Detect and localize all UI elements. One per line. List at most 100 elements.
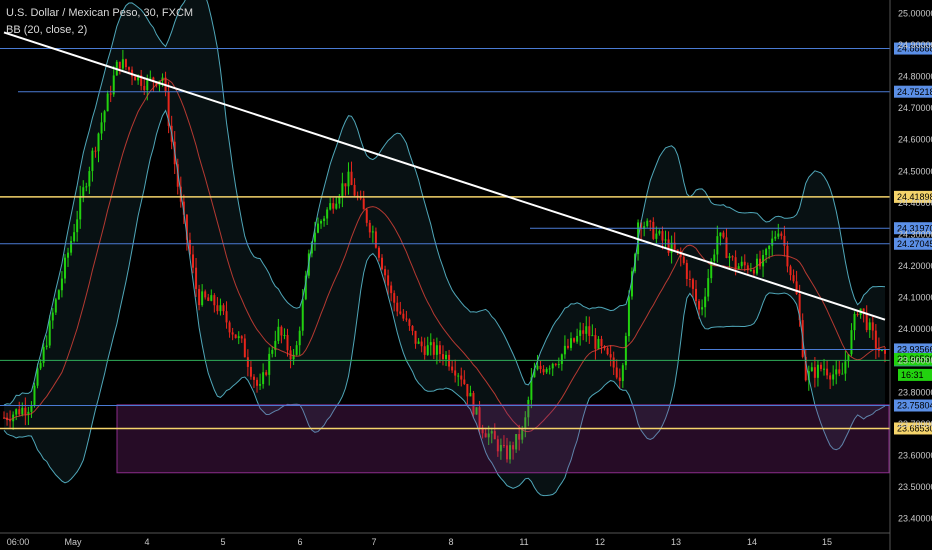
price-tag-label: 24.27045 bbox=[897, 239, 932, 249]
candle bbox=[33, 382, 36, 408]
candle bbox=[384, 265, 387, 285]
candle bbox=[777, 223, 780, 240]
time-tick: 12 bbox=[595, 537, 605, 547]
candle bbox=[853, 311, 856, 341]
candle bbox=[865, 305, 868, 333]
candle bbox=[658, 229, 661, 236]
candle bbox=[192, 245, 195, 274]
candle bbox=[45, 335, 48, 350]
candle bbox=[838, 360, 841, 377]
candle bbox=[18, 401, 21, 417]
candle bbox=[67, 247, 70, 267]
candle bbox=[731, 255, 734, 261]
candle bbox=[759, 250, 762, 270]
candle bbox=[627, 290, 630, 342]
candle bbox=[252, 374, 255, 388]
candle bbox=[585, 316, 588, 342]
price-tag bbox=[894, 85, 932, 98]
price-tag-label: 16:31 bbox=[901, 370, 924, 380]
price-tag bbox=[898, 368, 932, 381]
price-tick: 23.90000 bbox=[898, 356, 932, 366]
candle bbox=[204, 289, 207, 300]
candle bbox=[362, 190, 365, 210]
candle bbox=[335, 196, 338, 210]
candle bbox=[469, 385, 472, 397]
price-tick: 24.90000 bbox=[898, 40, 932, 50]
candle bbox=[621, 362, 624, 388]
candle bbox=[347, 162, 350, 195]
time-tick: May bbox=[64, 537, 82, 547]
candle bbox=[484, 427, 487, 438]
candle bbox=[566, 338, 569, 350]
bollinger-upper bbox=[3, 0, 886, 406]
candle bbox=[816, 360, 819, 387]
candle bbox=[871, 316, 874, 340]
candle bbox=[27, 406, 30, 425]
candle bbox=[24, 397, 27, 426]
candle bbox=[746, 262, 749, 275]
candle bbox=[573, 337, 576, 344]
candle bbox=[783, 225, 786, 257]
candle bbox=[655, 226, 658, 244]
bollinger-fill bbox=[4, 0, 885, 496]
candle bbox=[256, 377, 259, 393]
candle bbox=[597, 336, 600, 350]
candle bbox=[30, 401, 33, 418]
price-tag-label: 23.75804 bbox=[897, 401, 932, 411]
price-tick: 24.60000 bbox=[898, 135, 932, 145]
candle bbox=[100, 112, 103, 141]
candle bbox=[649, 219, 652, 232]
candle bbox=[768, 245, 771, 259]
candle bbox=[216, 297, 219, 315]
candle bbox=[344, 183, 347, 196]
candle bbox=[402, 309, 405, 322]
price-tag bbox=[894, 343, 932, 356]
indicator-label[interactable]: BB (20, close, 2) bbox=[6, 24, 88, 36]
candle bbox=[399, 301, 402, 315]
candle bbox=[685, 259, 688, 287]
candle bbox=[390, 281, 393, 302]
candle bbox=[259, 373, 262, 390]
candle bbox=[42, 343, 45, 367]
candle bbox=[441, 345, 444, 366]
candle bbox=[682, 253, 685, 265]
candle bbox=[417, 338, 420, 345]
candle bbox=[246, 349, 249, 377]
candle bbox=[868, 318, 871, 338]
candle bbox=[847, 354, 850, 368]
candle bbox=[414, 330, 417, 349]
candle bbox=[76, 210, 79, 242]
candle bbox=[341, 172, 344, 208]
candle bbox=[103, 109, 106, 132]
candle bbox=[207, 293, 210, 302]
price-tag-label: 24.31970 bbox=[897, 223, 932, 233]
price-tag-label: 23.68530 bbox=[897, 424, 932, 434]
price-tick: 24.20000 bbox=[898, 261, 932, 271]
candle bbox=[475, 407, 478, 415]
candle bbox=[819, 362, 822, 372]
candle bbox=[374, 227, 377, 249]
price-tick: 23.70000 bbox=[898, 419, 932, 429]
candle bbox=[70, 236, 73, 256]
candle bbox=[240, 335, 243, 343]
candle bbox=[121, 49, 124, 71]
candle bbox=[707, 269, 710, 302]
candle bbox=[381, 254, 384, 271]
candle bbox=[856, 311, 859, 317]
candle bbox=[106, 90, 109, 112]
candle bbox=[295, 340, 298, 356]
time-tick: 14 bbox=[747, 537, 757, 547]
candle bbox=[438, 341, 441, 363]
candle bbox=[329, 197, 332, 211]
candle bbox=[408, 318, 411, 331]
candle bbox=[722, 230, 725, 239]
candle bbox=[463, 370, 466, 386]
candle bbox=[396, 295, 399, 317]
candle bbox=[609, 345, 612, 367]
candle bbox=[198, 284, 201, 311]
time-tick: 4 bbox=[144, 537, 149, 547]
candle bbox=[850, 323, 853, 357]
candle bbox=[237, 331, 240, 345]
candle bbox=[804, 349, 807, 382]
